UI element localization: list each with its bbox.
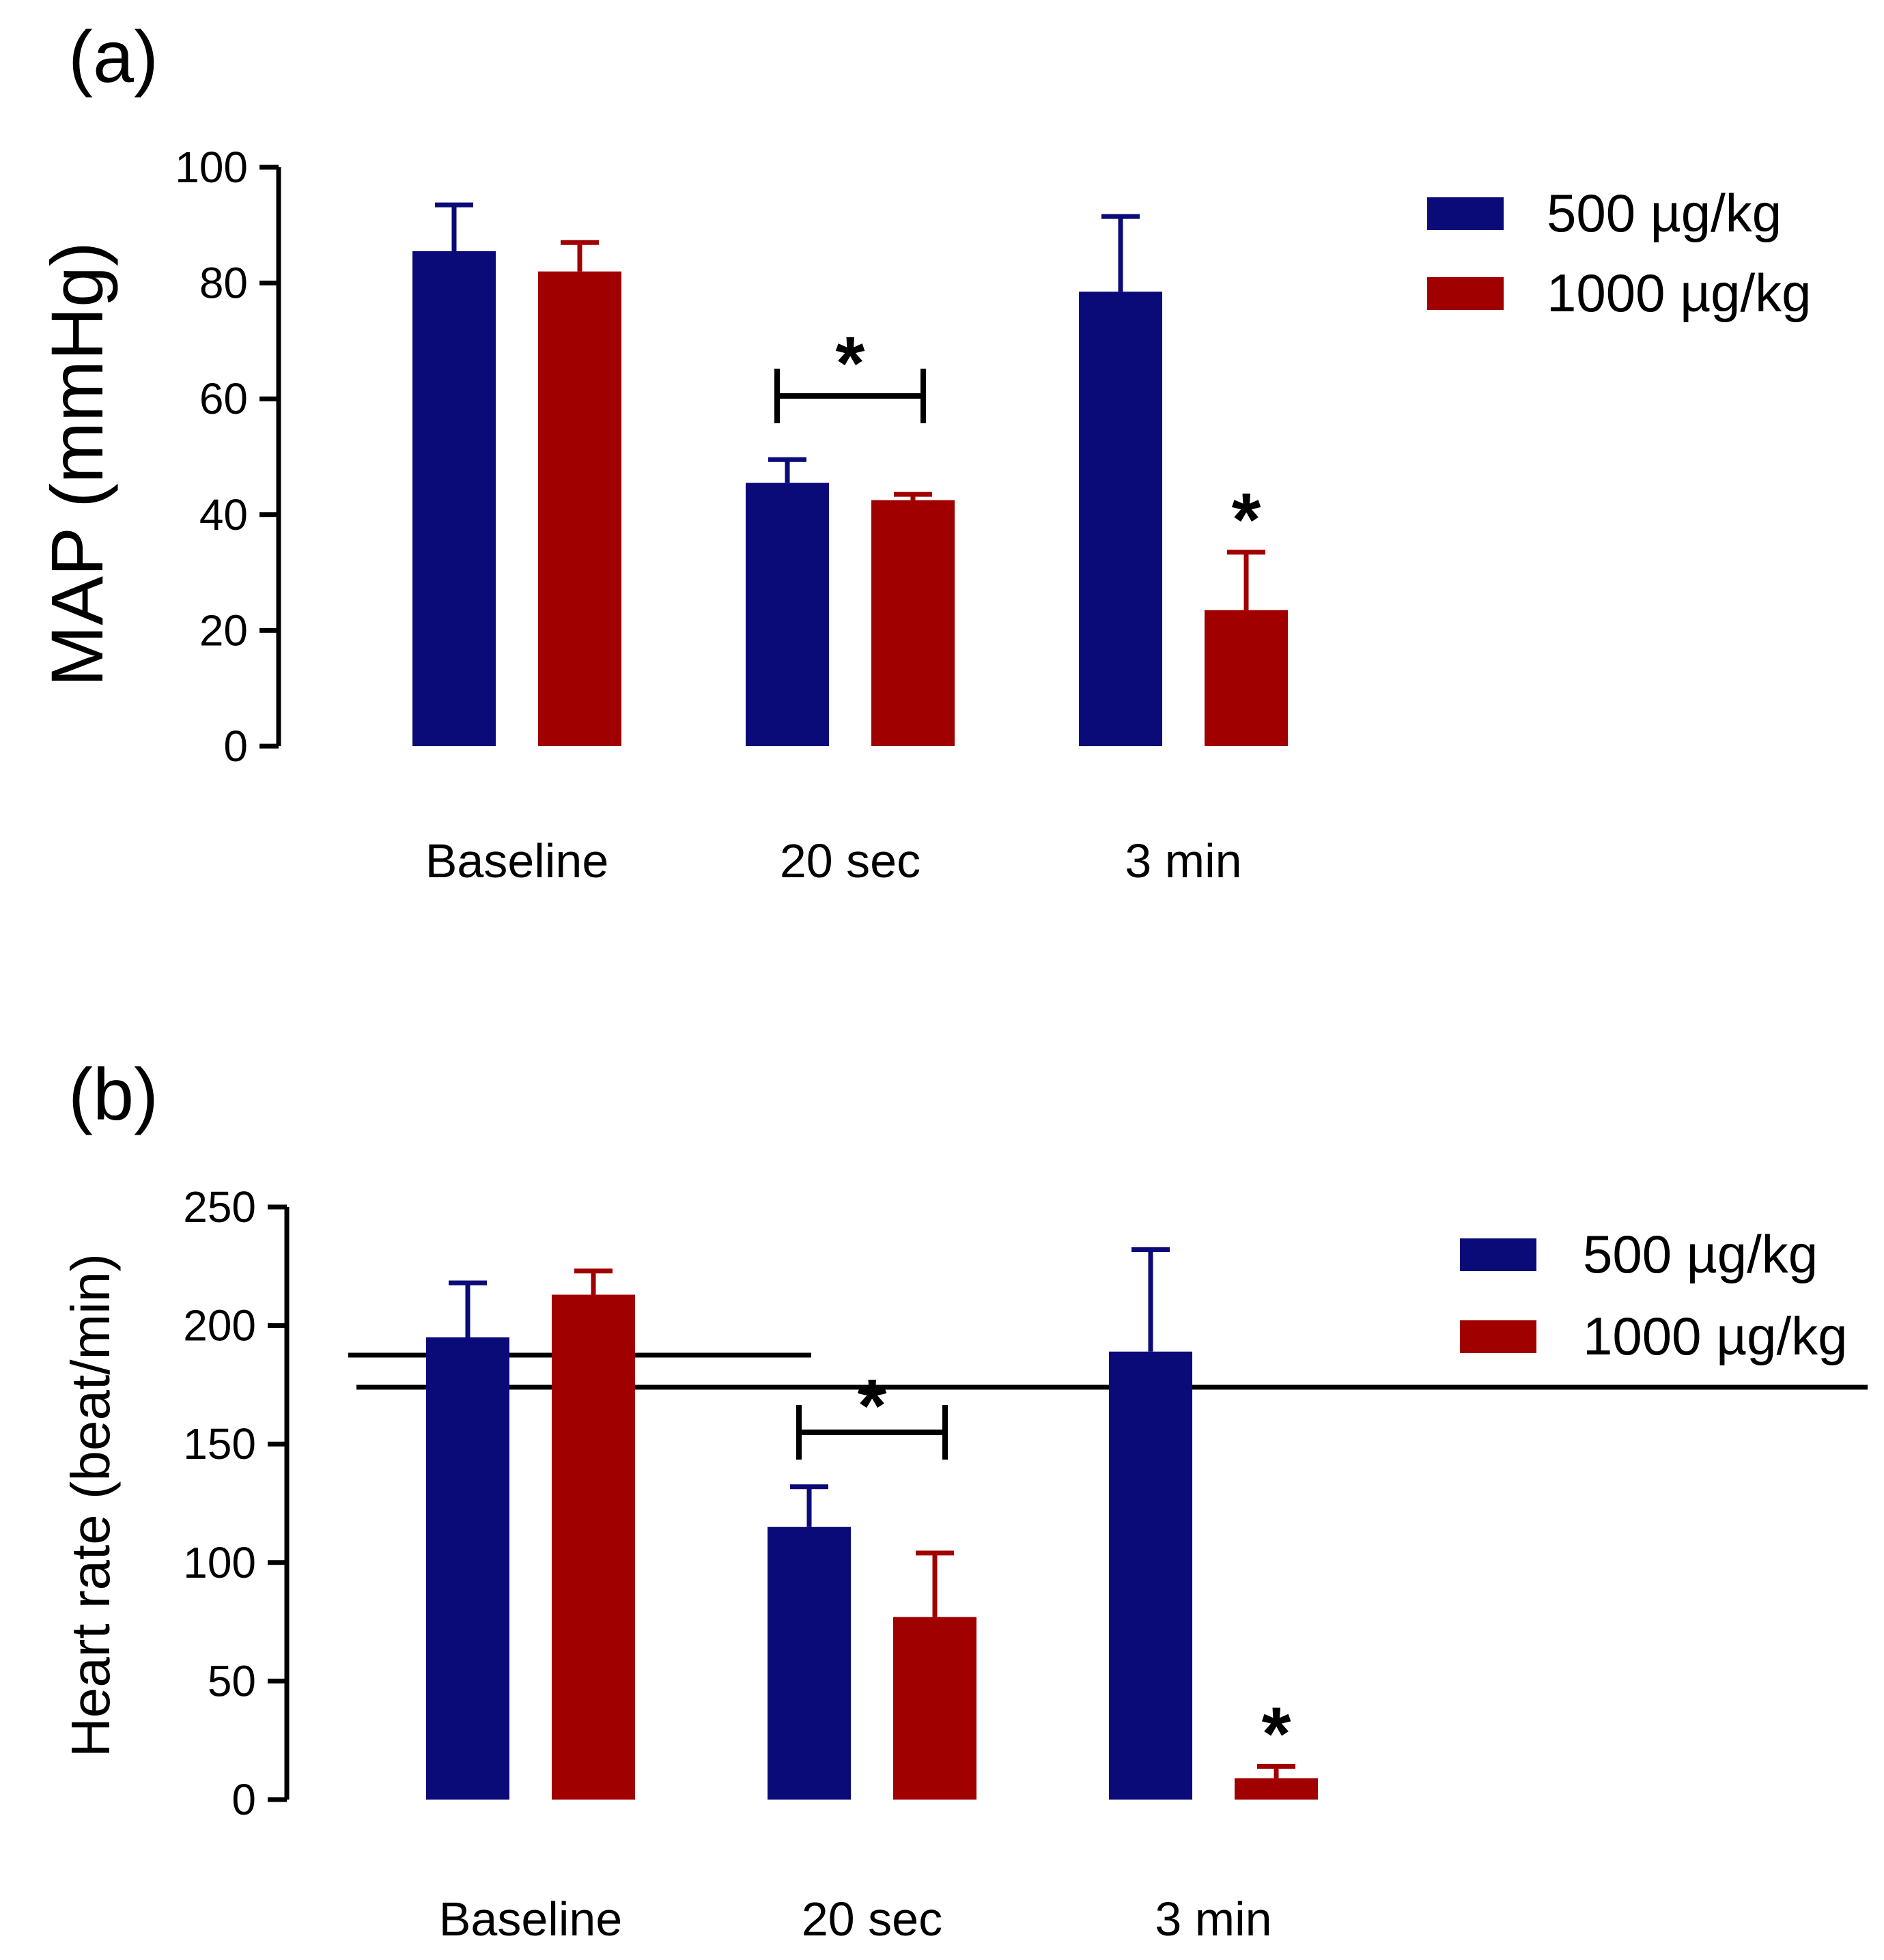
- y-tick-label: 80: [199, 259, 248, 308]
- x-tick-label: 20 sec: [802, 1892, 942, 1946]
- bar: [871, 500, 955, 746]
- bar: [893, 1617, 976, 1800]
- y-axis-title: Heart rate (beat/min): [60, 1253, 121, 1757]
- x-tick-label: 3 min: [1125, 834, 1241, 887]
- y-tick-label: 40: [199, 490, 248, 539]
- legend-swatch: [1460, 1238, 1536, 1271]
- bar: [1205, 610, 1288, 746]
- legend-label: 500 µg/kg: [1547, 183, 1782, 243]
- chart-panel-b: (b) 0 50 100 150 200 250 Heart rate (beat/min) B…: [60, 1053, 1868, 1946]
- panel-label: (b): [68, 1053, 158, 1135]
- y-tick-label: 0: [223, 722, 248, 771]
- y-tick-label: 0: [231, 1775, 256, 1824]
- legend-swatch: [1427, 277, 1504, 310]
- bar: [768, 1526, 851, 1800]
- y-tick-label: 100: [183, 1538, 256, 1587]
- significance-star: *: [1232, 478, 1261, 562]
- significance-star: *: [836, 322, 865, 406]
- y-tick-label: 200: [183, 1301, 256, 1350]
- bar: [552, 1294, 635, 1800]
- bar: [426, 1337, 509, 1800]
- bar: [1079, 292, 1162, 746]
- legend-swatch: [1427, 197, 1504, 230]
- x-tick-label: 20 sec: [780, 834, 920, 887]
- y-tick-label: 20: [199, 606, 248, 655]
- x-tick-label: 3 min: [1155, 1892, 1271, 1946]
- y-tick-label: 50: [208, 1656, 256, 1705]
- x-tick-label: Baseline: [439, 1892, 623, 1946]
- bar: [1235, 1778, 1318, 1800]
- bar: [538, 271, 621, 746]
- legend-label: 1000 µg/kg: [1583, 1306, 1848, 1366]
- legend-label: 1000 µg/kg: [1547, 263, 1812, 323]
- bar: [412, 251, 496, 747]
- bar: [746, 483, 829, 746]
- y-tick-label: 250: [183, 1182, 256, 1232]
- x-tick-label: Baseline: [425, 834, 609, 887]
- y-tick-label: 60: [199, 374, 248, 423]
- bar: [1109, 1351, 1192, 1800]
- y-tick-label: 100: [175, 143, 248, 192]
- significance-star: *: [858, 1364, 887, 1448]
- legend-label: 500 µg/kg: [1583, 1224, 1818, 1284]
- chart-panel-a: (a) 0 20 40 60 80 100 MAP (mmHg) Baseline 20 sec 3…: [36, 15, 1812, 1358]
- significance-star: *: [1262, 1692, 1291, 1776]
- panel-label: (a): [68, 15, 158, 98]
- y-axis-title: MAP (mmHg): [36, 242, 118, 687]
- legend-swatch: [1460, 1320, 1536, 1353]
- y-tick-label: 150: [183, 1419, 256, 1468]
